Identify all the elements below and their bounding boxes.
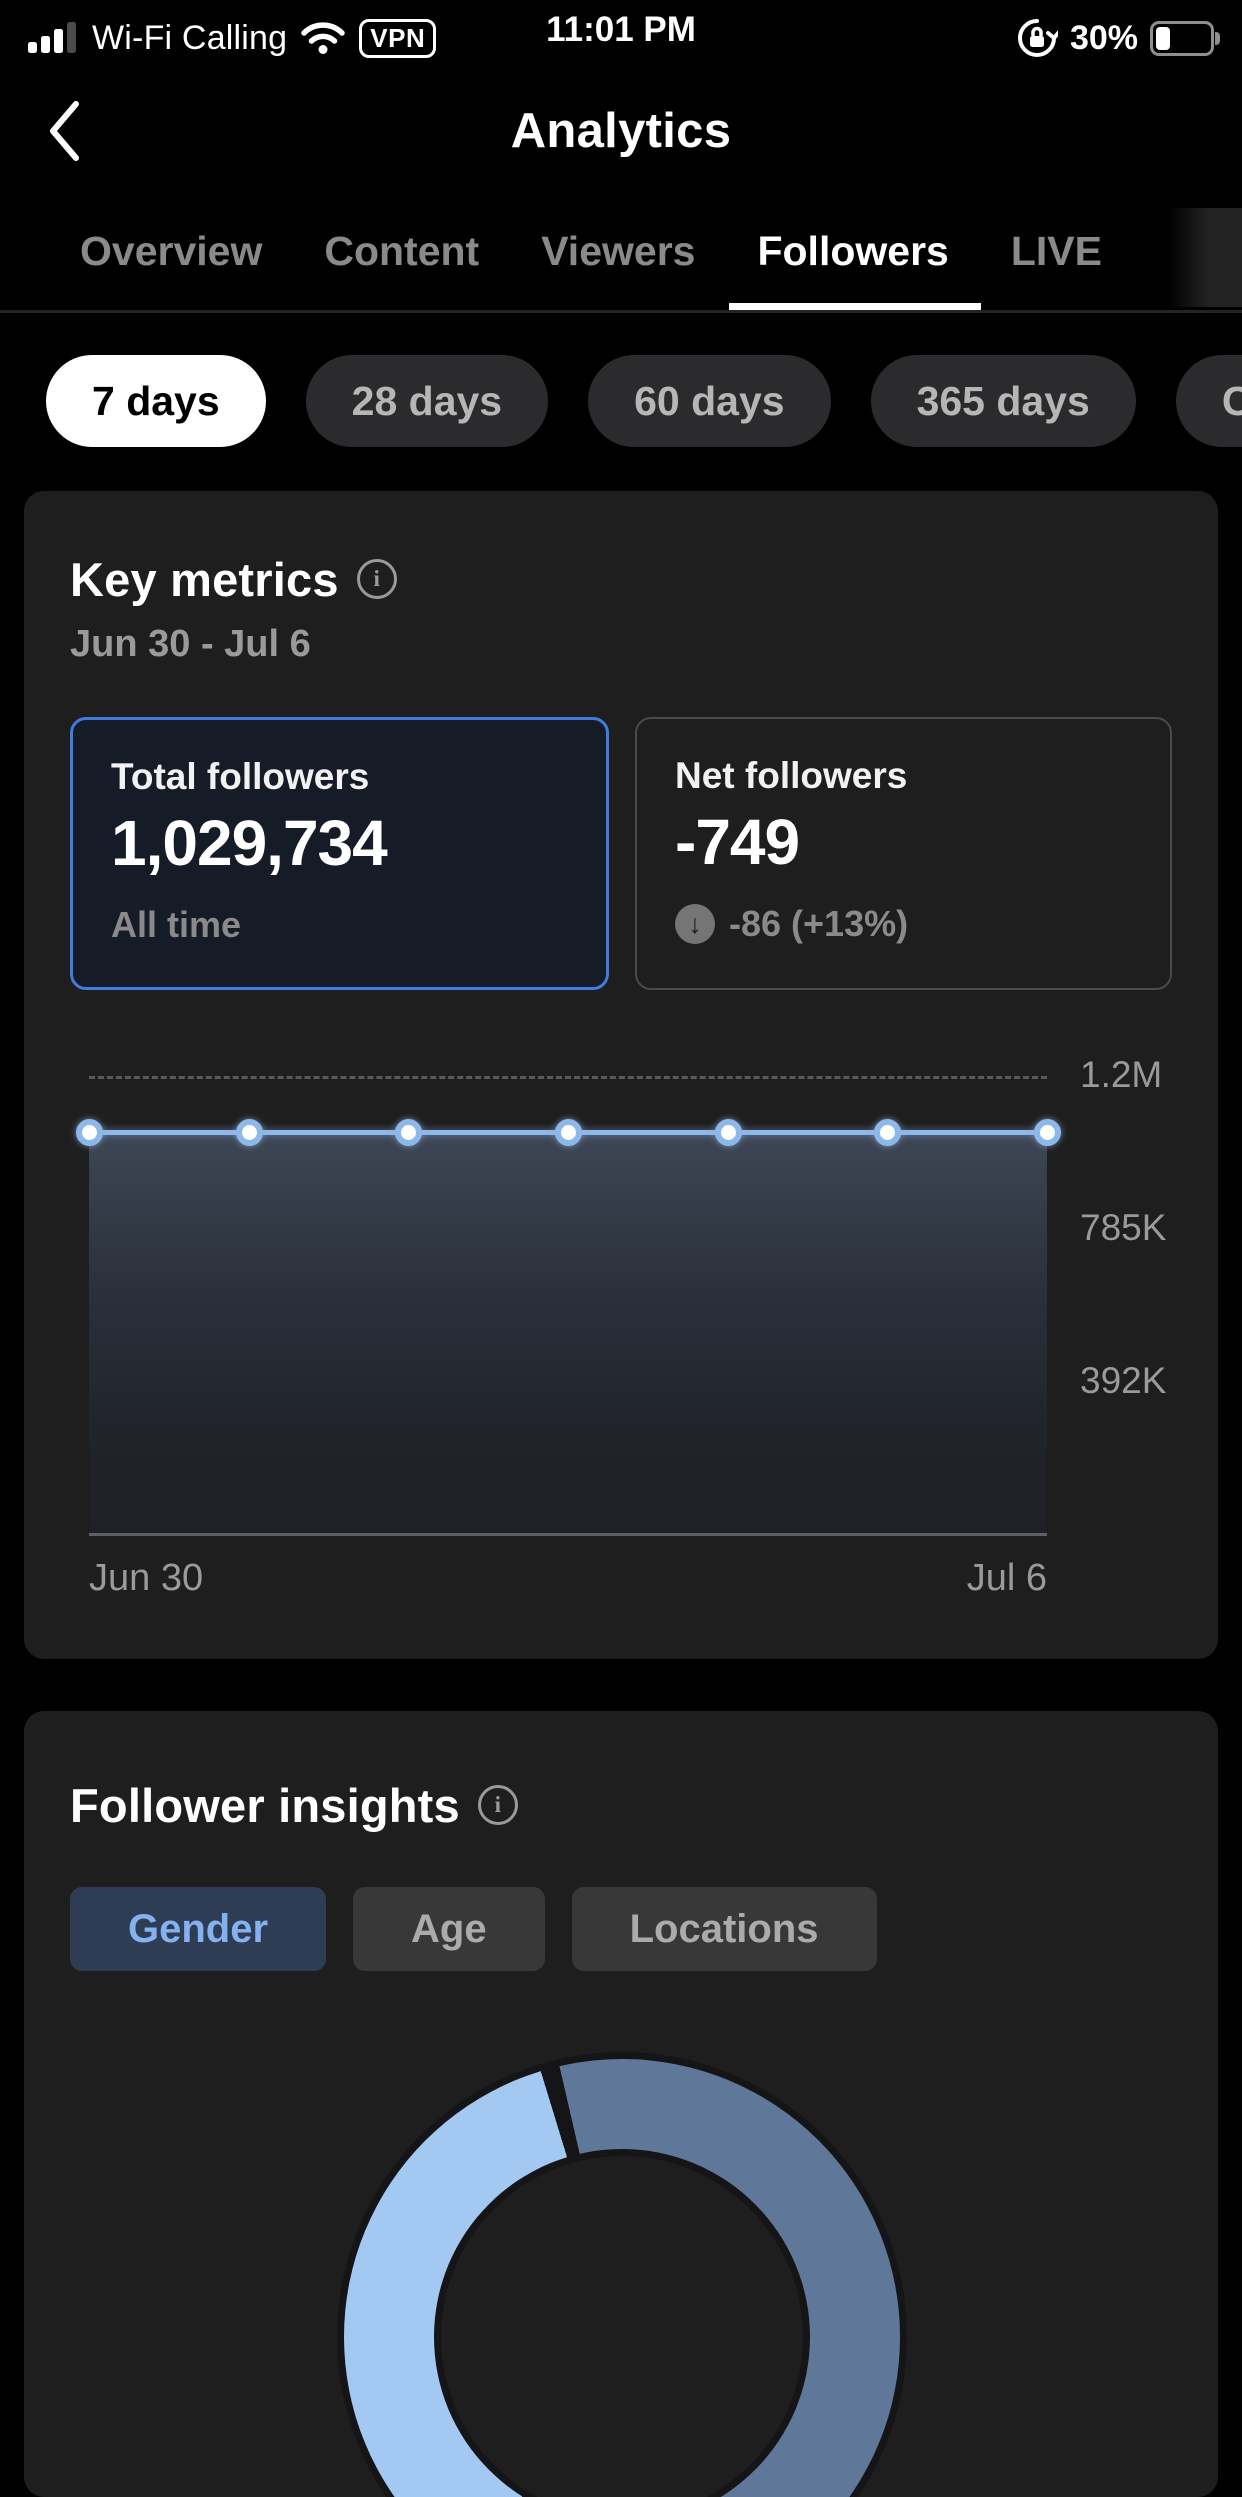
- follower-insights-card: Follower insights i Gender Age Locations: [24, 1711, 1218, 2497]
- filter-gender[interactable]: Gender: [70, 1887, 327, 1971]
- y-axis-tick: 785K: [1080, 1207, 1167, 1248]
- chart-data-point[interactable]: [395, 1119, 423, 1146]
- chart-area-fill: [89, 1135, 1047, 1533]
- orientation-lock-icon: [1016, 17, 1058, 59]
- key-metrics-card: Key metrics i Jun 30 - Jul 6 Total follo…: [24, 491, 1218, 1659]
- x-axis-tick-start: Jun 30: [89, 1557, 204, 1599]
- tab-overview[interactable]: Overview: [80, 227, 263, 274]
- key-metrics-date-range: Jun 30 - Jul 6: [70, 623, 311, 665]
- net-followers-card[interactable]: Net followers -749 ↓ -86 (+13%): [635, 717, 1172, 990]
- vpn-badge: VPN: [359, 18, 437, 58]
- chart-data-point[interactable]: [1034, 1119, 1061, 1146]
- tab-viewers[interactable]: Viewers: [541, 227, 696, 274]
- donut-hole: [441, 2156, 803, 2497]
- net-followers-label: Net followers: [675, 755, 908, 796]
- status-time: 11:01 PM: [546, 10, 696, 49]
- follower-insights-title: Follower insights: [70, 1778, 460, 1832]
- net-followers-change: -86 (+13%): [729, 903, 909, 944]
- gender-donut-chart: [344, 2059, 900, 2497]
- gridline-top: [89, 1076, 1047, 1079]
- filter-age[interactable]: Age: [353, 1887, 545, 1971]
- chart-data-point[interactable]: [874, 1119, 902, 1146]
- status-bar: Wi-Fi Calling VPN 11:01 PM 30%: [0, 0, 1242, 70]
- range-pill-custom[interactable]: Custom: [1175, 355, 1242, 447]
- range-pill-28-days[interactable]: 28 days: [305, 355, 549, 447]
- range-pill-7-days[interactable]: 7 days: [46, 355, 266, 447]
- insight-filter-row: Gender Age Locations: [70, 1887, 1172, 1971]
- chart-data-point[interactable]: [76, 1119, 103, 1146]
- total-followers-card[interactable]: Total followers 1,029,734 All time: [70, 717, 609, 990]
- net-followers-value: -749: [675, 806, 800, 878]
- total-followers-subtext: All time: [111, 904, 242, 945]
- page-title: Analytics: [510, 104, 732, 158]
- key-metrics-title: Key metrics: [70, 552, 339, 606]
- tab-bar: Overview Content Viewers Followers LIVE: [0, 192, 1242, 313]
- y-axis-tick: 1.2M: [1080, 1054, 1163, 1095]
- battery-icon: [1150, 20, 1220, 56]
- followers-line-chart: 1.2M 785K 392K Jun 30 Jul 6: [70, 1045, 1172, 1645]
- chevron-left-icon: [46, 99, 82, 163]
- wifi-icon: [299, 20, 347, 56]
- total-followers-label: Total followers: [111, 756, 370, 797]
- date-range-filter-row: 7 days 28 days 60 days 365 days Custom: [0, 355, 1242, 447]
- status-left-cluster: Wi-Fi Calling VPN: [28, 18, 437, 58]
- status-right-cluster: 30%: [1016, 17, 1220, 59]
- cellular-signal-icon: [28, 20, 80, 56]
- battery-percent: 30%: [1069, 18, 1138, 57]
- y-axis-tick: 392K: [1080, 1360, 1167, 1401]
- tab-followers[interactable]: Followers: [729, 192, 982, 310]
- tab-content[interactable]: Content: [324, 227, 480, 274]
- chart-data-point[interactable]: [714, 1119, 742, 1146]
- trend-down-icon: ↓: [675, 904, 715, 944]
- x-axis-tick-end: Jul 6: [966, 1557, 1047, 1599]
- back-button[interactable]: [40, 95, 88, 167]
- total-followers-value: 1,029,734: [111, 807, 388, 879]
- info-icon[interactable]: i: [477, 1785, 518, 1825]
- range-pill-365-days[interactable]: 365 days: [870, 355, 1136, 447]
- tab-live[interactable]: LIVE: [1010, 227, 1102, 274]
- tabs-fade-scrim: [1168, 208, 1242, 307]
- filter-locations[interactable]: Locations: [571, 1887, 877, 1971]
- header: Analytics: [0, 70, 1242, 192]
- chart-data-point[interactable]: [555, 1119, 582, 1146]
- carrier-label: Wi-Fi Calling: [92, 18, 288, 57]
- range-pill-60-days[interactable]: 60 days: [588, 355, 831, 447]
- chart-data-point[interactable]: [235, 1119, 263, 1146]
- info-icon[interactable]: i: [356, 559, 397, 599]
- chart-baseline: [89, 1533, 1047, 1536]
